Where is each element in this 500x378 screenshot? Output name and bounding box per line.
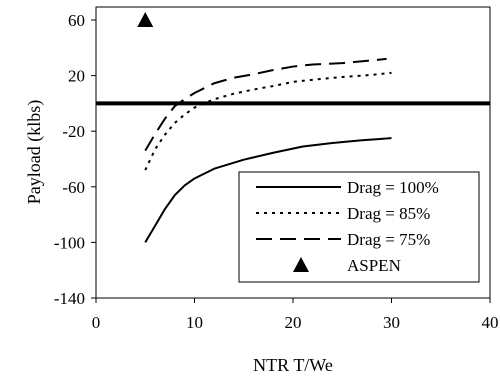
series-layer [137, 12, 392, 243]
legend-label: ASPEN [347, 256, 401, 275]
legend-label: Drag = 100% [347, 178, 439, 197]
y-tick-label: 20 [68, 67, 85, 86]
x-tick-label: 30 [383, 313, 400, 332]
y-axis-title: Payload (klbs) [24, 100, 45, 204]
y-tick-label: -140 [54, 289, 85, 308]
y-axis-ticks: 60 20 -20 -60 -100 -140 [54, 11, 96, 308]
legend-label: Drag = 75% [347, 230, 430, 249]
series-line-solid [144, 137, 392, 243]
x-tick-label: 10 [186, 313, 203, 332]
legend: Drag = 100% Drag = 85% Drag = 75% ASPEN [238, 171, 480, 283]
series-line-dashed [144, 57, 387, 152]
x-tick-label: 40 [482, 313, 499, 332]
x-tick-label: 20 [285, 313, 302, 332]
y-tick-label: 60 [68, 11, 85, 30]
x-axis-ticks: 0 10 20 30 40 [92, 298, 499, 332]
y-tick-label: -20 [62, 122, 85, 141]
legend-marker-aspen [293, 257, 309, 272]
y-tick-label: -100 [54, 233, 85, 252]
aspen-marker [137, 12, 154, 27]
legend-label: Drag = 85% [347, 204, 430, 223]
y-tick-label: -60 [62, 178, 85, 197]
legend-items: Drag = 100% Drag = 85% Drag = 75% ASPEN [256, 178, 439, 275]
legend-box [238, 171, 480, 283]
plot-area: 60 20 -20 -60 -100 -140 0 10 20 30 40 [54, 6, 499, 332]
x-tick-label: 0 [92, 313, 101, 332]
series-line-dotted [144, 71, 392, 171]
x-axis-title: NTR T/We [253, 355, 333, 375]
